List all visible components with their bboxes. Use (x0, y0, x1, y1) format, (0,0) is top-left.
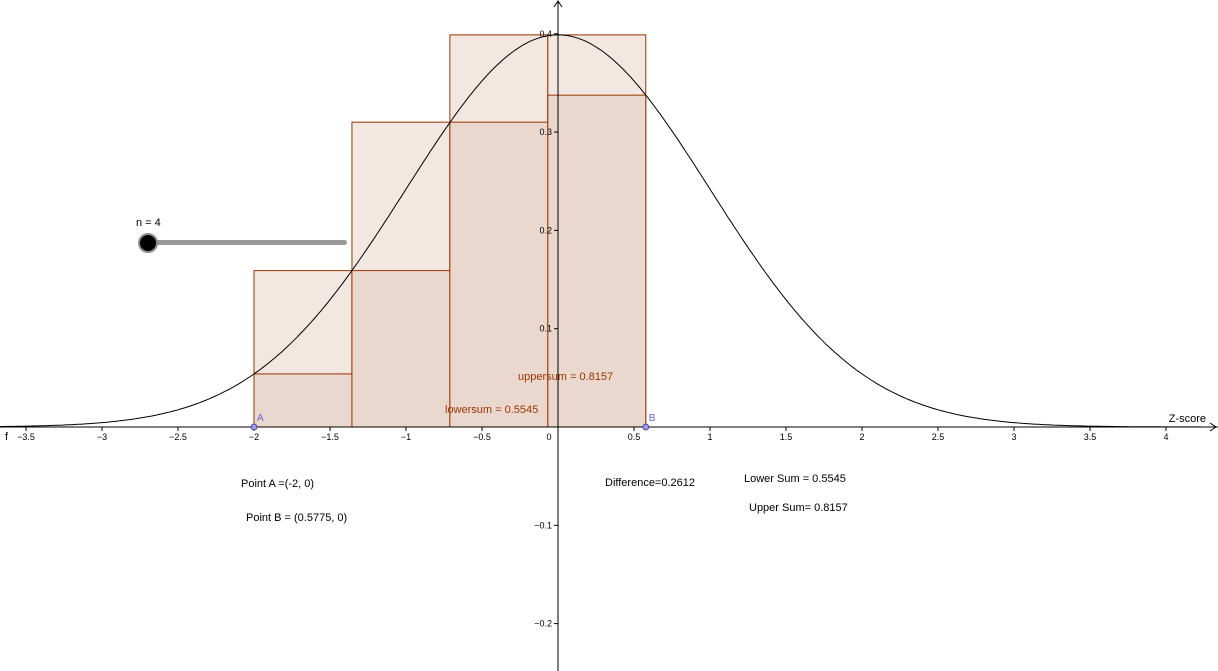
slider-track[interactable] (146, 240, 347, 245)
x-tick-label: 2.5 (932, 432, 945, 442)
slider-label: n = 4 (136, 217, 161, 229)
y-tick-label: 0.1 (539, 324, 552, 334)
difference-text: Difference=0.2612 (605, 477, 696, 489)
x-tick-label: −1.5 (321, 432, 339, 442)
y-tick-label: 0.3 (539, 127, 552, 137)
x-tick-label: 1 (707, 432, 712, 442)
slider-knob[interactable] (140, 235, 156, 251)
x-tick-label: −3 (97, 432, 107, 442)
point-b-text: Point B = (0.5775, 0) (246, 512, 348, 524)
uppersum-label: uppersum = 0.8157 (518, 371, 614, 383)
x-tick-label: −3.5 (17, 432, 35, 442)
lower-sum-text: Lower Sum = 0.5545 (744, 473, 846, 485)
normal-curve[interactable] (0, 34, 1218, 428)
lower-bar-3 (449, 121, 549, 428)
lowersum-label: lowersum = 0.5545 (445, 404, 539, 416)
x-tick-label: 3.5 (1084, 432, 1097, 442)
y-tick-label: −0.1 (534, 520, 552, 530)
lower-sum-bars (253, 94, 647, 428)
x-tick-label: −2 (249, 432, 259, 442)
upper-sum-text: Upper Sum= 0.8157 (749, 502, 848, 514)
x-tick-label: 0 (546, 432, 551, 442)
x-tick-label: −1 (401, 432, 411, 442)
x-tick-label: 2 (859, 432, 864, 442)
lower-bar-1 (253, 373, 353, 428)
lower-bar-4 (547, 94, 647, 428)
point-b[interactable] (642, 423, 650, 431)
y-tick-label: 0.2 (539, 225, 552, 235)
x-axis-title: Z-score (1169, 413, 1206, 425)
y-axis-arrow (553, 0, 563, 8)
point-a-text: Point A =(-2, 0) (241, 478, 315, 490)
x-tick-label: 3 (1011, 432, 1016, 442)
x-tick-label: 0.5 (628, 432, 641, 442)
point-a[interactable] (250, 423, 258, 431)
point-b-label: B (649, 413, 656, 424)
x-tick-label: 1.5 (780, 432, 793, 442)
lower-bar-2 (351, 270, 451, 428)
x-tick-label: −0.5 (473, 432, 491, 442)
y-tick-label: 0.4 (539, 29, 552, 39)
x-tick-label: −2.5 (169, 432, 187, 442)
y-tick-label: −0.2 (534, 619, 552, 629)
x-tick-label: 4 (1163, 432, 1168, 442)
function-label: f (5, 431, 9, 443)
point-a-label: A (257, 413, 264, 424)
